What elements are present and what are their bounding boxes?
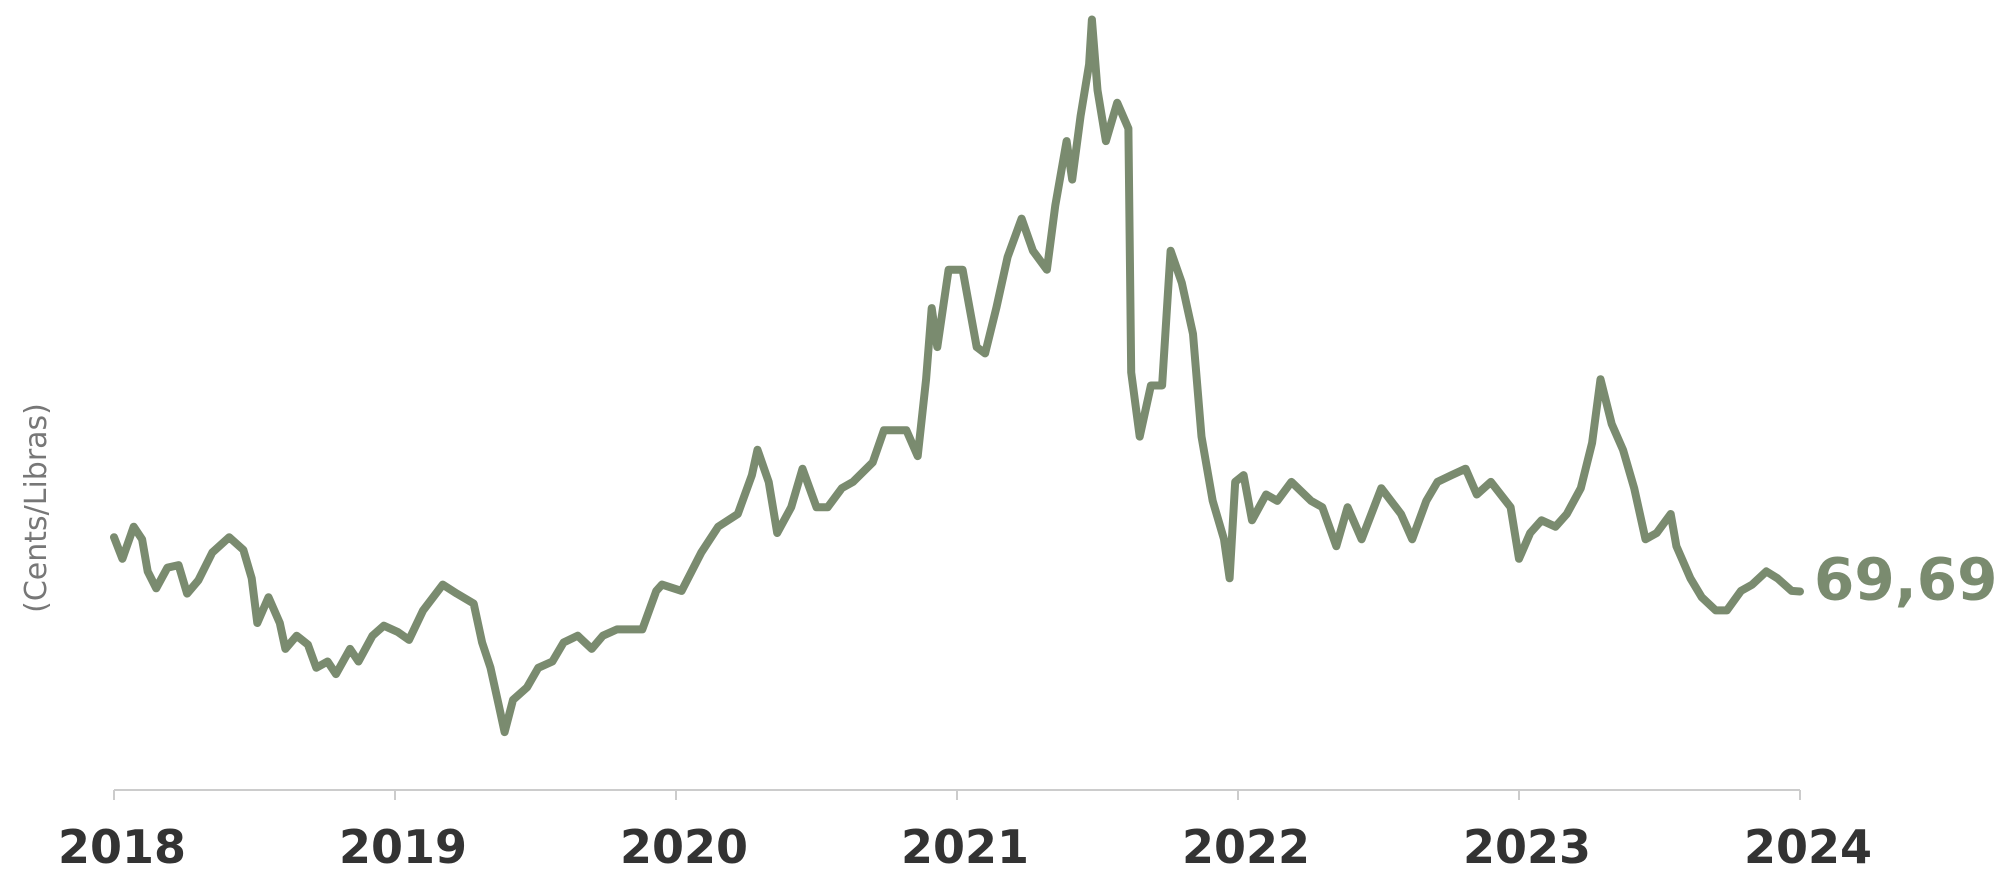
x-tick-label: 2020 (620, 820, 748, 874)
x-tick-label: 2023 (1463, 820, 1591, 874)
y-axis-label: (Cents/Libras) (19, 403, 54, 613)
x-tick-label: 2021 (901, 820, 1029, 874)
end-value-label: 69,69 (1814, 546, 1997, 614)
x-tick-label: 2019 (339, 820, 467, 874)
price-line (110, 15, 1804, 737)
x-tick-label: 2018 (58, 820, 186, 874)
x-tick-label: 2024 (1744, 820, 1872, 874)
x-tick-label: 2022 (1182, 820, 1310, 874)
